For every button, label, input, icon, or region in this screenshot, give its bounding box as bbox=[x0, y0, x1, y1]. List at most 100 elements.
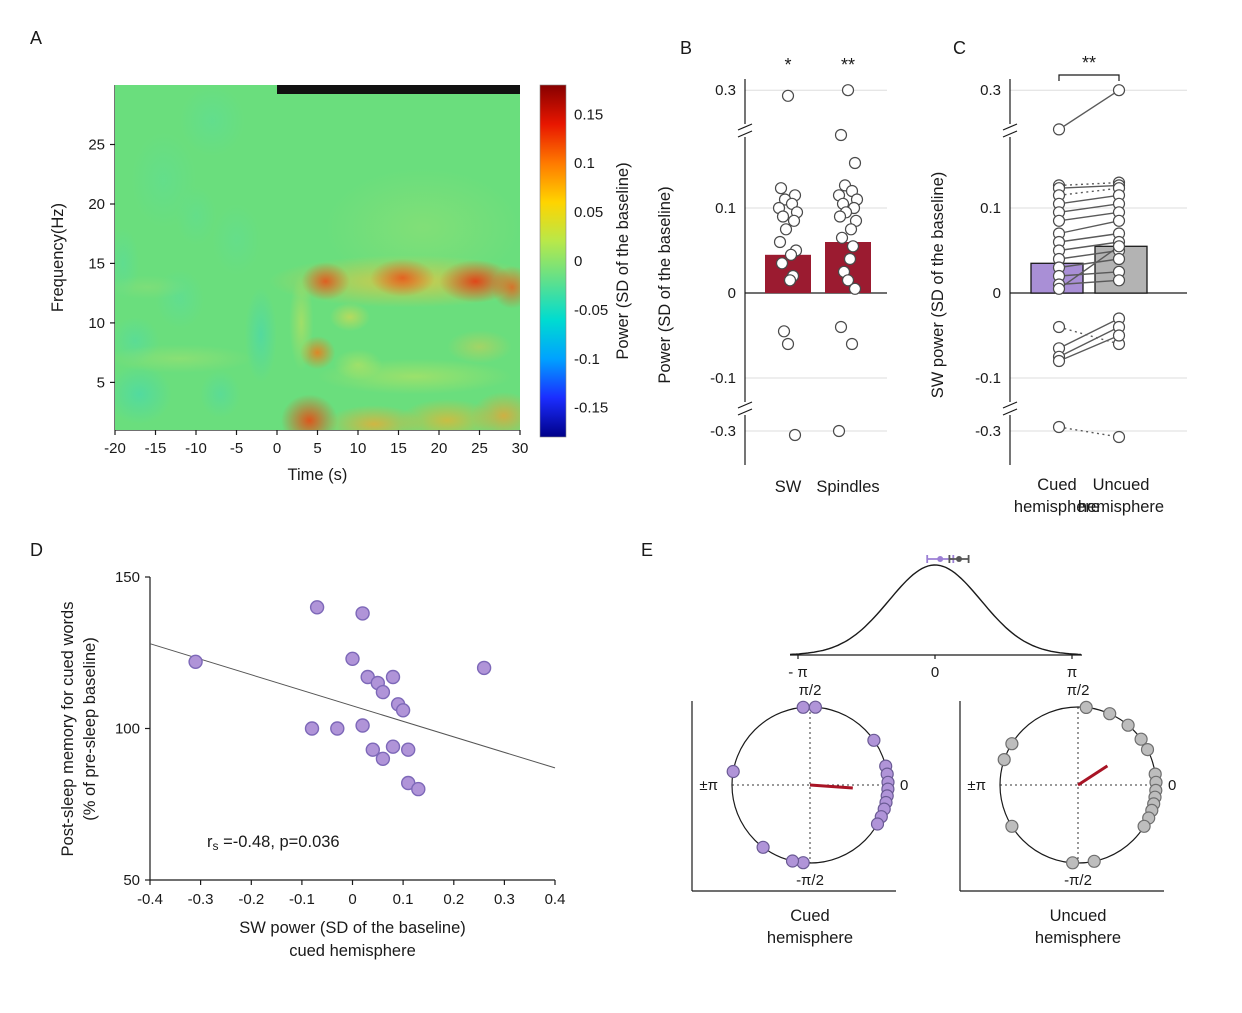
e-circle-uncued: π/2 -π/2 ±π 0 Uncued hemisphere bbox=[959, 682, 1176, 947]
b-significance: * ** bbox=[784, 55, 855, 75]
mean-phase-vector bbox=[1077, 764, 1109, 787]
panel-a-spectrogram: -20 -15 -10 -5 0 5 10 15 20 25 30 5 10 15 20 25 Time (s)… bbox=[25, 15, 645, 520]
svg-text:0.2: 0.2 bbox=[443, 891, 464, 908]
svg-text:hemisphere: hemisphere bbox=[1014, 498, 1100, 516]
b-labels: SW Spindles Power (SD of the baseline) bbox=[656, 186, 880, 496]
svg-text:0.1: 0.1 bbox=[574, 155, 595, 172]
c-significance: ** bbox=[1058, 53, 1120, 81]
b-grid: 0.3 0.1 0 -0.1 -0.3 bbox=[710, 82, 887, 440]
c-bars bbox=[1030, 245, 1148, 294]
d-axis-labels: SW power (SD of the baseline) cued hemisp… bbox=[59, 602, 466, 960]
svg-text:0: 0 bbox=[574, 253, 582, 270]
c-pair-lines bbox=[1058, 89, 1120, 438]
svg-text:50: 50 bbox=[123, 872, 140, 889]
e-circle-cued: π/2 -π/2 ±π 0 Cued hemisphere bbox=[691, 682, 908, 947]
c-points bbox=[1052, 84, 1126, 444]
svg-text:π/2: π/2 bbox=[1067, 682, 1090, 699]
svg-text:Cued: Cued bbox=[1037, 476, 1076, 494]
e-distribution: - π 0 π bbox=[788, 555, 1082, 681]
svg-text:-π/2: -π/2 bbox=[796, 872, 824, 889]
svg-text:-0.3: -0.3 bbox=[188, 891, 214, 908]
d-points bbox=[188, 600, 492, 797]
svg-text:-5: -5 bbox=[230, 440, 243, 457]
svg-text:**: ** bbox=[1082, 53, 1096, 73]
svg-text:-0.3: -0.3 bbox=[710, 423, 736, 440]
mean-phase-vector bbox=[809, 783, 853, 790]
svg-text:25: 25 bbox=[88, 137, 105, 154]
spectrogram-heatmap bbox=[115, 85, 520, 430]
d-regression-line bbox=[149, 643, 556, 769]
svg-text:0: 0 bbox=[348, 891, 356, 908]
svg-text:-0.4: -0.4 bbox=[137, 891, 163, 908]
d-axes: -0.4 -0.3 -0.2 -0.1 0 0.1 0.2 0.3 0.4 50 100 150 bbox=[115, 569, 565, 908]
svg-text:-π/2: -π/2 bbox=[1064, 872, 1092, 889]
svg-text:-20: -20 bbox=[104, 440, 126, 457]
svg-text:0.4: 0.4 bbox=[545, 891, 566, 908]
svg-text:0.15: 0.15 bbox=[574, 106, 603, 123]
panel-label-e: E bbox=[641, 540, 654, 560]
svg-text:0: 0 bbox=[931, 664, 939, 681]
svg-text:Cued: Cued bbox=[790, 907, 829, 925]
a-ylabel: Frequency(Hz) bbox=[49, 203, 67, 312]
svg-text:Uncued: Uncued bbox=[1093, 476, 1150, 494]
svg-text:-0.3: -0.3 bbox=[975, 423, 1001, 440]
svg-text:25: 25 bbox=[471, 440, 488, 457]
svg-text:-10: -10 bbox=[185, 440, 207, 457]
c-ylabel: SW power (SD of the baseline) bbox=[929, 172, 947, 399]
svg-text:0: 0 bbox=[728, 285, 736, 302]
svg-text:Post-sleep memory for cued wor: Post-sleep memory for cued words bbox=[59, 602, 77, 857]
svg-text:0.1: 0.1 bbox=[715, 200, 736, 217]
d-annotation: rs =-0.48, p=0.036 bbox=[207, 833, 340, 853]
panel-label-b: B bbox=[680, 38, 693, 58]
svg-text:- π: - π bbox=[788, 664, 808, 681]
svg-text:cued hemisphere: cued hemisphere bbox=[289, 942, 416, 960]
svg-text:*: * bbox=[784, 55, 791, 75]
svg-text:hemisphere: hemisphere bbox=[1035, 929, 1121, 947]
svg-text:-0.1: -0.1 bbox=[975, 370, 1001, 387]
panel-e-circular-plots: - π 0 π π/2 -π/2 ±π 0 Cued hemisphere π/2 -π/2 ±π 0 U… bbox=[630, 535, 1242, 1010]
svg-text:rs =-0.48, p=0.036: rs =-0.48, p=0.036 bbox=[207, 833, 340, 853]
svg-text:0.05: 0.05 bbox=[574, 204, 603, 221]
a-colorbar-label: Power (SD of the baseline) bbox=[614, 162, 632, 359]
svg-text:0.3: 0.3 bbox=[980, 82, 1001, 99]
svg-text:0: 0 bbox=[1168, 777, 1176, 794]
panel-d-svg: -0.4 -0.3 -0.2 -0.1 0 0.1 0.2 0.3 0.4 50 100 150 rs … bbox=[59, 569, 565, 960]
svg-text:±π: ±π bbox=[699, 777, 718, 794]
panel-label-c: C bbox=[953, 38, 966, 58]
svg-text:SW: SW bbox=[775, 478, 802, 496]
svg-text:±π: ±π bbox=[967, 777, 986, 794]
svg-text:hemisphere: hemisphere bbox=[1078, 498, 1164, 516]
svg-text:5: 5 bbox=[313, 440, 321, 457]
svg-text:100: 100 bbox=[115, 721, 140, 738]
svg-text:0: 0 bbox=[273, 440, 281, 457]
svg-text:-0.1: -0.1 bbox=[289, 891, 315, 908]
svg-text:-15: -15 bbox=[145, 440, 167, 457]
panel-label-a: A bbox=[30, 28, 43, 48]
b-bars bbox=[765, 242, 871, 294]
svg-text:150: 150 bbox=[115, 569, 140, 586]
panel-c-paired-chart: 0.3 0.1 0 -0.1 -0.3 ** Cued Uncued hemisphere hem… bbox=[925, 35, 1235, 565]
svg-text:-0.1: -0.1 bbox=[710, 370, 736, 387]
a-colorbar: 0.15 0.1 0.05 0 -0.05 -0.1 -0.15 Power (SD of t… bbox=[539, 84, 632, 438]
svg-text:-0.1: -0.1 bbox=[574, 351, 600, 368]
svg-text:0.1: 0.1 bbox=[980, 200, 1001, 217]
a-xlabel: Time (s) bbox=[288, 466, 348, 484]
b-ylabel: Power (SD of the baseline) bbox=[656, 186, 674, 383]
svg-text:0.1: 0.1 bbox=[393, 891, 414, 908]
panel-label-d: D bbox=[30, 540, 43, 560]
svg-text:**: ** bbox=[841, 55, 855, 75]
svg-text:SW power (SD of the baseline): SW power (SD of the baseline) bbox=[239, 919, 466, 937]
svg-text:(% of pre-sleep baseline): (% of pre-sleep baseline) bbox=[81, 637, 99, 820]
svg-text:20: 20 bbox=[88, 196, 105, 213]
c-y-axis bbox=[1002, 79, 1018, 465]
panel-d-scatter-plot: -0.4 -0.3 -0.2 -0.1 0 0.1 0.2 0.3 0.4 50 100 150 rs … bbox=[25, 535, 590, 1000]
svg-text:0.3: 0.3 bbox=[494, 891, 515, 908]
gaussian-curve bbox=[789, 564, 1082, 656]
svg-text:5: 5 bbox=[97, 374, 105, 391]
svg-text:π/2: π/2 bbox=[799, 682, 822, 699]
panel-c-svg: 0.3 0.1 0 -0.1 -0.3 ** Cued Uncued hemispherehem… bbox=[929, 53, 1187, 516]
svg-text:20: 20 bbox=[431, 440, 448, 457]
